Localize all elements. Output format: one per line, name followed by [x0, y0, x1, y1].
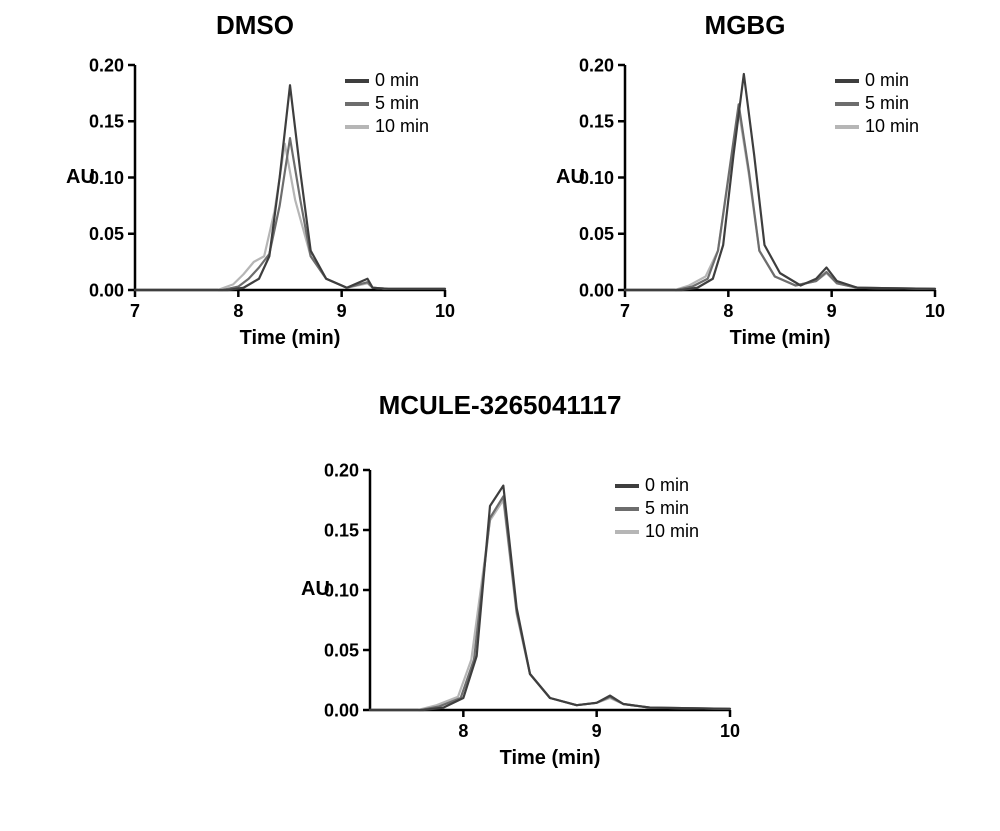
- legend-label: 0 min: [865, 70, 909, 91]
- legend-item: 5 min: [615, 498, 699, 519]
- y-tick-label: 0.00: [579, 280, 614, 300]
- legend-item: 10 min: [835, 116, 919, 137]
- x-tick-label: 10: [720, 721, 740, 741]
- y-tick-label: 0.05: [324, 640, 359, 660]
- series-line: [135, 144, 445, 290]
- y-tick-label: 0.15: [579, 112, 614, 132]
- figure-stage: DMSO789100.000.050.100.150.20Time (min)A…: [0, 0, 1000, 831]
- legend: 0 min5 min10 min: [615, 475, 699, 544]
- y-axis-label: AU: [301, 578, 330, 601]
- legend: 0 min5 min10 min: [835, 70, 919, 139]
- chart-panel-mcule: MCULE-326504111789100.000.050.100.150.20…: [235, 390, 765, 770]
- y-tick-label: 0.00: [89, 280, 124, 300]
- legend-label: 5 min: [865, 93, 909, 114]
- series-line: [135, 138, 445, 290]
- x-tick-label: 8: [233, 301, 243, 321]
- chart-panel-dmso: DMSO789100.000.050.100.150.20Time (min)A…: [40, 10, 470, 350]
- legend-item: 0 min: [615, 475, 699, 496]
- chart-panel-mgbg: MGBG789100.000.050.100.150.20Time (min)A…: [530, 10, 960, 350]
- legend-swatch: [835, 125, 859, 129]
- legend-swatch: [345, 102, 369, 106]
- x-tick-label: 8: [723, 301, 733, 321]
- x-tick-label: 7: [130, 301, 140, 321]
- y-tick-label: 0.20: [324, 460, 359, 480]
- legend: 0 min5 min10 min: [345, 70, 429, 139]
- legend-swatch: [615, 484, 639, 488]
- y-axis-label: AU: [556, 166, 585, 189]
- x-tick-label: 7: [620, 301, 630, 321]
- chart-svg: 789100.000.050.100.150.20: [40, 10, 470, 350]
- y-tick-label: 0.15: [324, 520, 359, 540]
- x-tick-label: 9: [592, 721, 602, 741]
- legend-item: 10 min: [345, 116, 429, 137]
- legend-item: 10 min: [615, 521, 699, 542]
- legend-swatch: [615, 530, 639, 534]
- legend-label: 0 min: [645, 475, 689, 496]
- x-axis-label: Time (min): [720, 327, 840, 350]
- y-tick-label: 0.20: [89, 55, 124, 75]
- legend-swatch: [615, 507, 639, 511]
- x-tick-label: 9: [827, 301, 837, 321]
- legend-swatch: [835, 79, 859, 83]
- x-tick-label: 10: [925, 301, 945, 321]
- legend-item: 5 min: [835, 93, 919, 114]
- x-axis-label: Time (min): [230, 327, 350, 350]
- x-tick-label: 9: [337, 301, 347, 321]
- y-axis-label: AU: [66, 166, 95, 189]
- y-tick-label: 0.20: [579, 55, 614, 75]
- y-tick-label: 0.05: [89, 224, 124, 244]
- legend-label: 0 min: [375, 70, 419, 91]
- x-tick-label: 10: [435, 301, 455, 321]
- legend-label: 10 min: [865, 116, 919, 137]
- legend-swatch: [345, 125, 369, 129]
- legend-item: 5 min: [345, 93, 429, 114]
- legend-item: 0 min: [835, 70, 919, 91]
- legend-swatch: [835, 102, 859, 106]
- legend-label: 5 min: [375, 93, 419, 114]
- legend-label: 10 min: [375, 116, 429, 137]
- legend-label: 5 min: [645, 498, 689, 519]
- y-tick-label: 0.15: [89, 112, 124, 132]
- legend-item: 0 min: [345, 70, 429, 91]
- x-axis-label: Time (min): [490, 747, 610, 770]
- y-tick-label: 0.00: [324, 700, 359, 720]
- y-tick-label: 0.05: [579, 224, 614, 244]
- chart-svg: 789100.000.050.100.150.20: [530, 10, 960, 350]
- x-tick-label: 8: [458, 721, 468, 741]
- legend-label: 10 min: [645, 521, 699, 542]
- legend-swatch: [345, 79, 369, 83]
